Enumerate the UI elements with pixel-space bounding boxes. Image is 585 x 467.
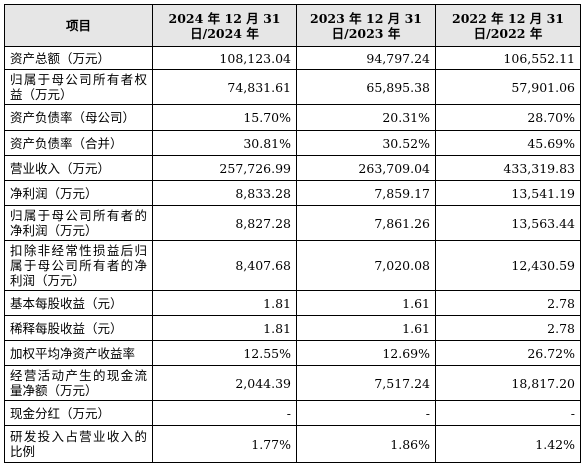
value-cell: 15.70% [152, 104, 297, 131]
table-row: 营业收入（万元） 257,726.99 263,709.04 433,319.83 [4, 155, 581, 181]
table-row: 基本每股收益（元） 1.81 1.61 2.78 [4, 290, 581, 316]
value-cell: 2.78 [435, 290, 581, 316]
value-cell: 94,797.24 [296, 46, 436, 70]
value-cell: 1.81 [152, 315, 297, 341]
row-label: 现金分红（万元） [4, 400, 153, 426]
value-cell: 8,407.68 [152, 240, 297, 291]
table-row: 加权平均净资产收益率 12.55% 12.69% 26.72% [4, 340, 581, 366]
value-cell: 1.61 [296, 290, 436, 316]
row-label: 归属于母公司所有者权益（万元） [4, 69, 153, 105]
value-cell: 2.78 [435, 315, 581, 341]
value-cell: 2,044.39 [152, 365, 297, 401]
row-label: 研发投入占营业收入的比例 [4, 425, 153, 463]
value-cell: 26.72% [435, 340, 581, 366]
value-cell: - [435, 400, 581, 426]
value-cell: 45.69% [435, 130, 581, 156]
header-row: 项目 2024 年 12 月 31 日/2024 年 2023 年 12 月 31 … [4, 4, 581, 47]
row-label: 资产总额（万元） [4, 46, 153, 70]
value-cell: 18,817.20 [435, 365, 581, 401]
table-row: 净利润（万元） 8,833.28 7,859.17 13,541.19 [4, 180, 581, 206]
value-cell: 12,430.59 [435, 240, 581, 291]
table-row: 扣除非经常性损益后归属于母公司所有者的净利润（万元） 8,407.68 7,020.… [4, 240, 581, 291]
value-cell: 1.81 [152, 290, 297, 316]
value-cell: 263,709.04 [296, 155, 436, 181]
table-row: 现金分红（万元） - - - [4, 400, 581, 426]
value-cell: - [152, 400, 297, 426]
value-cell: 7,020.08 [296, 240, 436, 291]
header-cell: 2024 年 12 月 31 日/2024 年 [152, 4, 297, 47]
value-cell: 65,895.38 [296, 69, 436, 105]
value-cell: 106,552.11 [435, 46, 581, 70]
value-cell: 7,859.17 [296, 180, 436, 206]
header-cell: 2022 年 12 月 31 日/2022 年 [435, 4, 581, 47]
financial-table: 项目 2024 年 12 月 31 日/2024 年 2023 年 12 月 31 … [4, 4, 581, 463]
row-label: 经营活动产生的现金流量净额（万元） [4, 365, 153, 401]
table-row: 经营活动产生的现金流量净额（万元） 2,044.39 7,517.24 18,817.… [4, 365, 581, 401]
row-label: 加权平均净资产收益率 [4, 340, 153, 366]
table-row: 资产负债率（合并） 30.81% 30.52% 45.69% [4, 130, 581, 156]
value-cell: 257,726.99 [152, 155, 297, 181]
table-row: 归属于母公司所有者的净利润（万元） 8,827.28 7,861.26 13,563.… [4, 205, 581, 241]
value-cell: 28.70% [435, 104, 581, 131]
row-label: 营业收入（万元） [4, 155, 153, 181]
row-label: 基本每股收益（元） [4, 290, 153, 316]
value-cell: 1.86% [296, 425, 436, 463]
value-cell: 13,563.44 [435, 205, 581, 241]
value-cell: 20.31% [296, 104, 436, 131]
value-cell: 1.61 [296, 315, 436, 341]
value-cell: 74,831.61 [152, 69, 297, 105]
value-cell: - [296, 400, 436, 426]
value-cell: 12.69% [296, 340, 436, 366]
table-row: 资产总额（万元） 108,123.04 94,797.24 106,552.11 [4, 46, 581, 70]
value-cell: 108,123.04 [152, 46, 297, 70]
table-row: 稀释每股收益（元） 1.81 1.61 2.78 [4, 315, 581, 341]
row-label: 扣除非经常性损益后归属于母公司所有者的净利润（万元） [4, 240, 153, 291]
row-label: 稀释每股收益（元） [4, 315, 153, 341]
value-cell: 7,517.24 [296, 365, 436, 401]
row-label: 净利润（万元） [4, 180, 153, 206]
value-cell: 30.52% [296, 130, 436, 156]
header-cell: 2023 年 12 月 31 日/2023 年 [296, 4, 436, 47]
value-cell: 1.42% [435, 425, 581, 463]
table-row: 研发投入占营业收入的比例 1.77% 1.86% 1.42% [4, 425, 581, 463]
value-cell: 8,827.28 [152, 205, 297, 241]
value-cell: 13,541.19 [435, 180, 581, 206]
row-label: 资产负债率（母公司） [4, 104, 153, 131]
value-cell: 433,319.83 [435, 155, 581, 181]
value-cell: 12.55% [152, 340, 297, 366]
row-label: 资产负债率（合并） [4, 130, 153, 156]
value-cell: 57,901.06 [435, 69, 581, 105]
table-row: 归属于母公司所有者权益（万元） 74,831.61 65,895.38 57,901.… [4, 69, 581, 105]
value-cell: 7,861.26 [296, 205, 436, 241]
table-row: 资产负债率（母公司） 15.70% 20.31% 28.70% [4, 104, 581, 131]
value-cell: 8,833.28 [152, 180, 297, 206]
value-cell: 30.81% [152, 130, 297, 156]
value-cell: 1.77% [152, 425, 297, 463]
header-cell: 项目 [4, 4, 153, 47]
row-label: 归属于母公司所有者的净利润（万元） [4, 205, 153, 241]
